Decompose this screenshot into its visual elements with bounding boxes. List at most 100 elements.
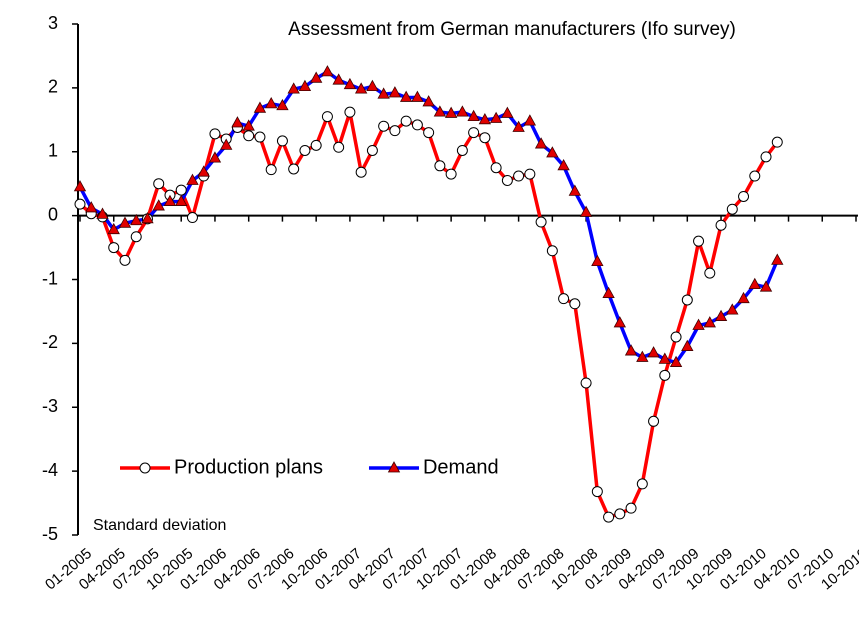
point (558, 293, 570, 305)
point (73, 180, 87, 192)
point (658, 352, 671, 364)
point (513, 170, 525, 182)
point (276, 135, 288, 147)
point (344, 106, 356, 118)
point (85, 201, 98, 213)
point (355, 166, 367, 178)
point (569, 298, 581, 310)
point (580, 377, 592, 389)
legend-label: Production plans (174, 456, 323, 478)
point (613, 316, 627, 328)
point (478, 112, 492, 125)
point (107, 222, 120, 235)
point (288, 163, 300, 175)
point (479, 132, 491, 144)
y-tick-label: 1 (48, 141, 58, 161)
point (366, 144, 378, 156)
point (445, 168, 457, 180)
point (118, 216, 132, 228)
point (636, 350, 649, 362)
series-line (78, 70, 779, 365)
point (399, 90, 413, 102)
point (771, 136, 783, 148)
point (389, 125, 401, 137)
point (434, 160, 446, 172)
point (141, 211, 154, 224)
annotation: Standard deviation (93, 517, 226, 534)
point (186, 212, 198, 224)
point (737, 291, 750, 304)
point (186, 173, 199, 185)
y-tick-label: 2 (48, 77, 58, 97)
point (276, 98, 289, 111)
point (287, 82, 300, 94)
point (546, 146, 559, 158)
y-tick-label: 0 (48, 204, 58, 224)
point (681, 294, 693, 306)
point (444, 106, 458, 118)
point (152, 199, 165, 211)
point (636, 478, 648, 490)
point (366, 79, 379, 91)
point (681, 339, 694, 351)
point (332, 73, 345, 85)
point (523, 114, 537, 126)
point (254, 131, 266, 143)
point (748, 277, 761, 290)
point (265, 97, 278, 109)
point (119, 254, 131, 266)
point (265, 164, 277, 176)
point (670, 331, 682, 343)
y-tick-label: -3 (42, 396, 58, 416)
point (693, 235, 705, 247)
point (591, 486, 603, 498)
point (591, 254, 604, 267)
point (243, 130, 255, 142)
chart-title: Assessment from German manufacturers (If… (288, 19, 736, 40)
point (422, 95, 435, 107)
point (175, 184, 187, 196)
point (321, 65, 334, 77)
point (659, 369, 671, 381)
point (354, 82, 368, 94)
point (490, 162, 502, 174)
point (242, 119, 255, 131)
point (771, 253, 784, 265)
point (139, 462, 151, 474)
point (333, 141, 345, 153)
point (321, 111, 333, 123)
point (704, 267, 716, 279)
point (220, 138, 233, 150)
point (197, 165, 210, 177)
point (411, 90, 424, 102)
point (96, 207, 109, 219)
point (343, 77, 357, 90)
point (175, 194, 188, 206)
point (130, 231, 142, 243)
point (726, 303, 739, 315)
point (108, 242, 120, 254)
point (614, 508, 626, 520)
point (489, 111, 503, 123)
point (411, 119, 423, 131)
point (299, 144, 311, 156)
point (602, 286, 615, 298)
point (456, 105, 469, 117)
point (714, 309, 728, 321)
point (400, 115, 412, 127)
point (568, 184, 582, 196)
point (715, 219, 727, 231)
point (625, 502, 637, 514)
point (603, 511, 615, 523)
y-tick-label: -5 (42, 524, 58, 544)
point (501, 174, 513, 186)
point (648, 415, 660, 427)
point (703, 316, 716, 328)
point (433, 105, 447, 117)
point (692, 318, 705, 330)
point (388, 86, 402, 98)
point (310, 139, 322, 151)
point (163, 194, 177, 206)
point (208, 151, 222, 163)
point (298, 79, 312, 91)
